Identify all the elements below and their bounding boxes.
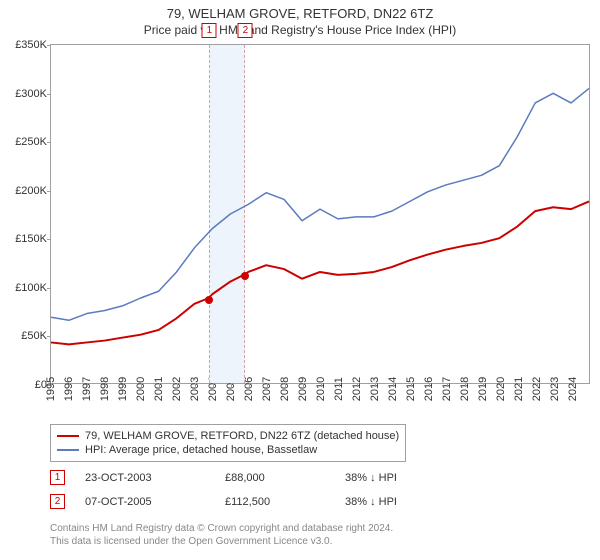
y-tick-label: £300K bbox=[15, 88, 47, 100]
marker-box: 1 bbox=[50, 470, 65, 485]
chart-lines bbox=[51, 45, 589, 383]
legend: 79, WELHAM GROVE, RETFORD, DN22 6TZ (det… bbox=[50, 424, 406, 462]
y-tick-label: £100K bbox=[15, 282, 47, 294]
y-tick-label: £50K bbox=[21, 330, 47, 342]
y-tick-label: £200K bbox=[15, 185, 47, 197]
license-text: Contains HM Land Registry data © Crown c… bbox=[50, 522, 393, 548]
marker-box: 2 bbox=[50, 494, 65, 509]
sale-price: £88,000 bbox=[225, 472, 345, 484]
plot-area: £0£50K£100K£150K£200K£250K£300K£350K1995… bbox=[50, 44, 590, 384]
sale-record-row: 2 07-OCT-2005£112,50038% ↓ HPI bbox=[50, 494, 397, 509]
chart-titles: 79, WELHAM GROVE, RETFORD, DN22 6TZ Pric… bbox=[0, 0, 600, 37]
sale-record-row: 1 23-OCT-2003£88,00038% ↓ HPI bbox=[50, 470, 397, 485]
sale-change: 38% ↓ HPI bbox=[345, 496, 397, 508]
sale-dot bbox=[205, 296, 213, 304]
legend-item: HPI: Average price, detached house, Bass… bbox=[57, 443, 399, 457]
sale-date: 23-OCT-2003 bbox=[85, 472, 225, 484]
marker-box: 1 bbox=[202, 23, 217, 38]
marker-box: 2 bbox=[238, 23, 253, 38]
sale-change: 38% ↓ HPI bbox=[345, 472, 397, 484]
legend-label: 79, WELHAM GROVE, RETFORD, DN22 6TZ (det… bbox=[85, 430, 399, 442]
legend-item: 79, WELHAM GROVE, RETFORD, DN22 6TZ (det… bbox=[57, 429, 399, 443]
sale-dot bbox=[241, 272, 249, 280]
legend-swatch bbox=[57, 449, 79, 451]
sale-price: £112,500 bbox=[225, 496, 345, 508]
legend-swatch bbox=[57, 435, 79, 437]
legend-label: HPI: Average price, detached house, Bass… bbox=[85, 444, 317, 456]
y-tick-label: £350K bbox=[15, 39, 47, 51]
sale-date: 07-OCT-2005 bbox=[85, 496, 225, 508]
y-tick-label: £250K bbox=[15, 136, 47, 148]
y-tick-label: £150K bbox=[15, 233, 47, 245]
chart-title: 79, WELHAM GROVE, RETFORD, DN22 6TZ bbox=[0, 6, 600, 21]
chart-subtitle: Price paid vs. HM Land Registry's House … bbox=[0, 23, 600, 37]
